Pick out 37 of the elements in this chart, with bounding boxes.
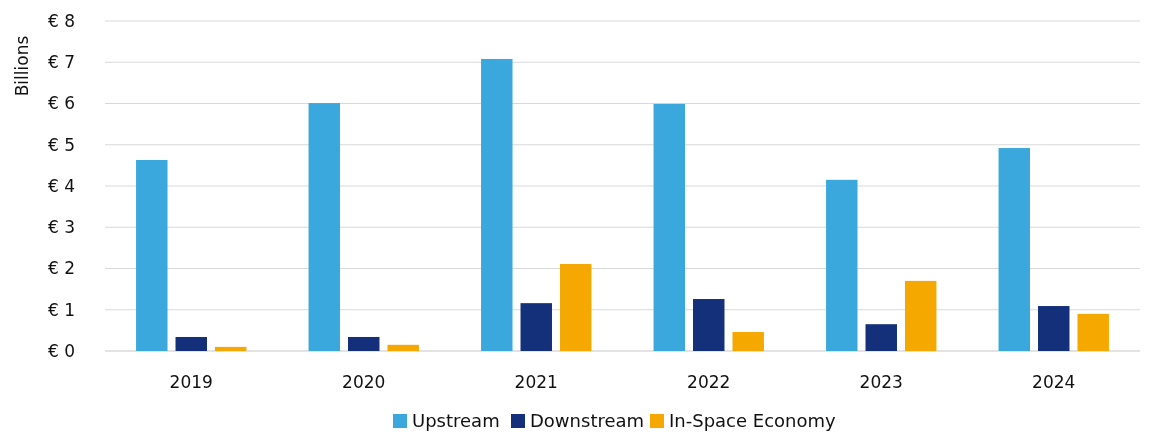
x-tick-label: 2024 bbox=[1032, 372, 1076, 392]
y-tick-label: € 2 bbox=[48, 258, 76, 279]
legend-label: Downstream bbox=[530, 410, 645, 431]
bar bbox=[693, 299, 725, 351]
x-tick-label: 2020 bbox=[342, 372, 386, 392]
x-tick-label: 2019 bbox=[169, 372, 213, 392]
bar bbox=[1038, 306, 1070, 351]
bar bbox=[653, 103, 686, 351]
bar bbox=[481, 58, 513, 351]
y-tick-label: € 8 bbox=[48, 10, 76, 31]
y-axis-title: Billions bbox=[12, 35, 32, 97]
y-tick-label: € 3 bbox=[48, 217, 76, 238]
bar bbox=[214, 346, 247, 351]
legend-label: Upstream bbox=[412, 410, 500, 431]
x-tick-label: 2021 bbox=[514, 372, 558, 392]
bar bbox=[904, 280, 937, 351]
y-tick-label: € 7 bbox=[48, 52, 76, 73]
bar bbox=[559, 263, 592, 351]
y-tick-label: € 1 bbox=[48, 299, 76, 320]
legend-label: In-Space Economy bbox=[669, 410, 837, 431]
bar bbox=[136, 160, 168, 351]
bar bbox=[348, 336, 380, 351]
y-tick-label: € 4 bbox=[48, 175, 76, 196]
x-tick-label: 2023 bbox=[859, 372, 903, 392]
y-tick-label: € 5 bbox=[48, 134, 76, 155]
bar bbox=[387, 344, 419, 351]
bar bbox=[308, 103, 341, 351]
bar bbox=[732, 332, 764, 351]
y-tick-label: € 6 bbox=[48, 93, 76, 114]
bar bbox=[520, 303, 552, 351]
bar bbox=[865, 324, 897, 351]
bar bbox=[998, 148, 1031, 351]
bar bbox=[175, 336, 207, 351]
x-tick-label: 2022 bbox=[687, 372, 731, 392]
y-tick-label: € 0 bbox=[48, 340, 76, 361]
bar bbox=[826, 179, 858, 351]
bar bbox=[1077, 313, 1109, 351]
